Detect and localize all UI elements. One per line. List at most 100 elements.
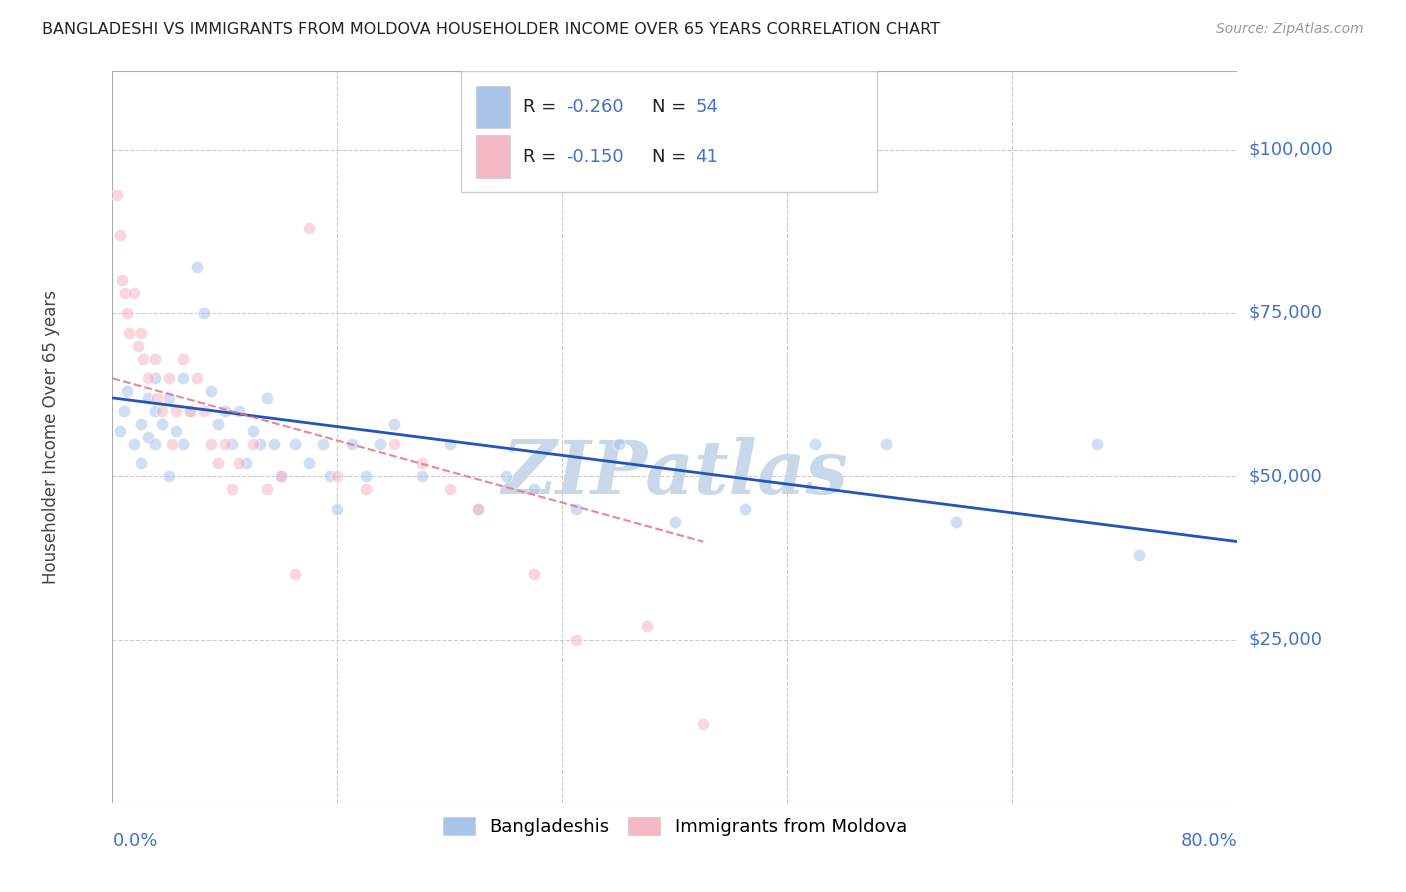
Text: $75,000: $75,000 — [1249, 304, 1323, 322]
Text: $50,000: $50,000 — [1249, 467, 1322, 485]
Text: R =: R = — [523, 148, 562, 166]
Point — [129, 456, 152, 470]
Point — [354, 469, 377, 483]
Point — [242, 436, 264, 450]
Point — [734, 502, 756, 516]
Point — [136, 430, 159, 444]
Text: 54: 54 — [695, 98, 718, 116]
Point — [146, 391, 169, 405]
Point — [179, 404, 201, 418]
Point — [108, 227, 131, 242]
Point — [122, 436, 145, 450]
Point — [326, 469, 349, 483]
Text: N =: N = — [652, 98, 692, 116]
Point — [636, 619, 658, 633]
Point — [143, 371, 166, 385]
Point — [143, 351, 166, 366]
Text: 0.0%: 0.0% — [112, 832, 157, 850]
Point — [221, 483, 243, 497]
Point — [495, 469, 517, 483]
Point — [411, 456, 433, 470]
Text: Householder Income Over 65 years: Householder Income Over 65 years — [42, 290, 59, 584]
Point — [136, 391, 159, 405]
Text: $25,000: $25,000 — [1249, 631, 1323, 648]
Point — [298, 456, 321, 470]
Point — [127, 338, 149, 352]
Point — [319, 469, 342, 483]
Point — [118, 326, 141, 340]
Point — [298, 221, 321, 235]
Legend: Bangladeshis, Immigrants from Moldova: Bangladeshis, Immigrants from Moldova — [433, 807, 917, 845]
Text: 41: 41 — [695, 148, 718, 166]
Point — [439, 436, 461, 450]
Text: Source: ZipAtlas.com: Source: ZipAtlas.com — [1216, 22, 1364, 37]
Point — [523, 483, 546, 497]
Point — [172, 436, 194, 450]
Point — [270, 469, 292, 483]
Point — [875, 436, 897, 450]
Point — [157, 391, 180, 405]
Point — [143, 404, 166, 418]
Point — [172, 351, 194, 366]
Point — [132, 351, 155, 366]
Point — [467, 502, 489, 516]
Point — [165, 424, 187, 438]
Point — [105, 188, 128, 202]
Point — [664, 515, 686, 529]
Point — [207, 456, 229, 470]
Point — [340, 436, 363, 450]
Point — [160, 436, 183, 450]
Point — [157, 469, 180, 483]
Point — [200, 384, 222, 399]
Point — [382, 417, 405, 431]
Point — [256, 483, 278, 497]
Point — [221, 436, 243, 450]
Point — [150, 404, 173, 418]
Point — [108, 424, 131, 438]
Point — [326, 502, 349, 516]
Point — [129, 417, 152, 431]
Text: N =: N = — [652, 148, 692, 166]
Point — [214, 436, 236, 450]
Point — [249, 436, 271, 450]
Text: 80.0%: 80.0% — [1181, 832, 1237, 850]
Point — [284, 567, 307, 582]
Point — [523, 567, 546, 582]
Point — [256, 391, 278, 405]
Point — [111, 273, 134, 287]
Point — [115, 384, 138, 399]
Point — [143, 436, 166, 450]
Point — [565, 632, 588, 647]
Point — [193, 306, 215, 320]
Point — [114, 286, 136, 301]
Point — [186, 260, 208, 275]
Point — [214, 404, 236, 418]
Point — [112, 404, 135, 418]
Point — [945, 515, 967, 529]
Point — [150, 417, 173, 431]
Point — [607, 436, 630, 450]
Point — [565, 502, 588, 516]
Point — [235, 456, 257, 470]
FancyBboxPatch shape — [475, 86, 509, 128]
Point — [129, 326, 152, 340]
Point — [284, 436, 307, 450]
Point — [467, 502, 489, 516]
Point — [382, 436, 405, 450]
Point — [228, 404, 250, 418]
Point — [804, 436, 827, 450]
Text: $100,000: $100,000 — [1249, 141, 1333, 159]
Point — [157, 371, 180, 385]
Point — [115, 306, 138, 320]
Point — [1085, 436, 1108, 450]
Text: -0.260: -0.260 — [565, 98, 623, 116]
Point — [207, 417, 229, 431]
Point — [1128, 548, 1150, 562]
Point — [165, 404, 187, 418]
Point — [193, 404, 215, 418]
FancyBboxPatch shape — [475, 136, 509, 178]
Point — [122, 286, 145, 301]
Point — [186, 371, 208, 385]
Point — [368, 436, 391, 450]
Point — [179, 404, 201, 418]
